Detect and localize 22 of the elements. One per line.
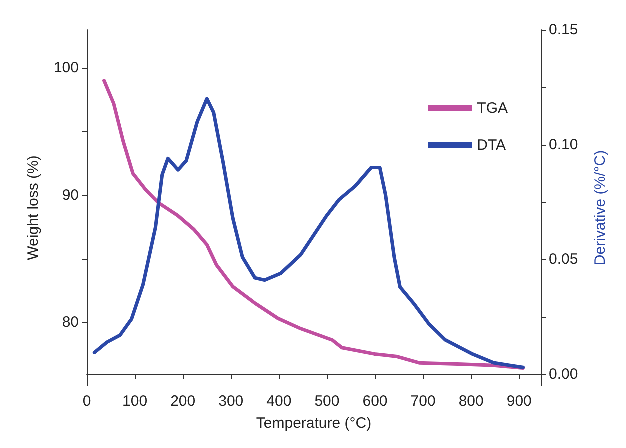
- y2-tick-label: 0.00: [549, 366, 578, 384]
- legend-label: DTA: [477, 137, 506, 154]
- x-tick-label: 500: [314, 393, 340, 410]
- y2-tick-label: 0.05: [549, 251, 578, 268]
- y2-tick-label: 0.15: [549, 22, 578, 38]
- x-axis-title: Temperature (°C): [256, 415, 372, 432]
- x-tick-label: 700: [410, 393, 436, 410]
- x-tick-label: 600: [362, 393, 388, 410]
- x-tick-label: 100: [122, 393, 148, 410]
- x-tick-label: 0: [82, 393, 92, 410]
- legend-label: TGA: [477, 100, 508, 117]
- y-tick-label: 90: [62, 186, 79, 204]
- x-tick-label: 800: [458, 393, 484, 410]
- x-tick-label: 900: [506, 393, 532, 410]
- x-tick-label: 200: [170, 393, 196, 410]
- y2-tick-label: 0.10: [549, 136, 578, 154]
- y-axis-title: Weight loss (%): [25, 156, 42, 260]
- y-tick-label: 100: [54, 60, 79, 77]
- x-tick-label: 400: [266, 393, 292, 410]
- y-tick-label: 80: [62, 314, 79, 331]
- x-tick-label: 300: [218, 393, 244, 410]
- y2-axis-title: Derivative (%/°C): [592, 150, 609, 266]
